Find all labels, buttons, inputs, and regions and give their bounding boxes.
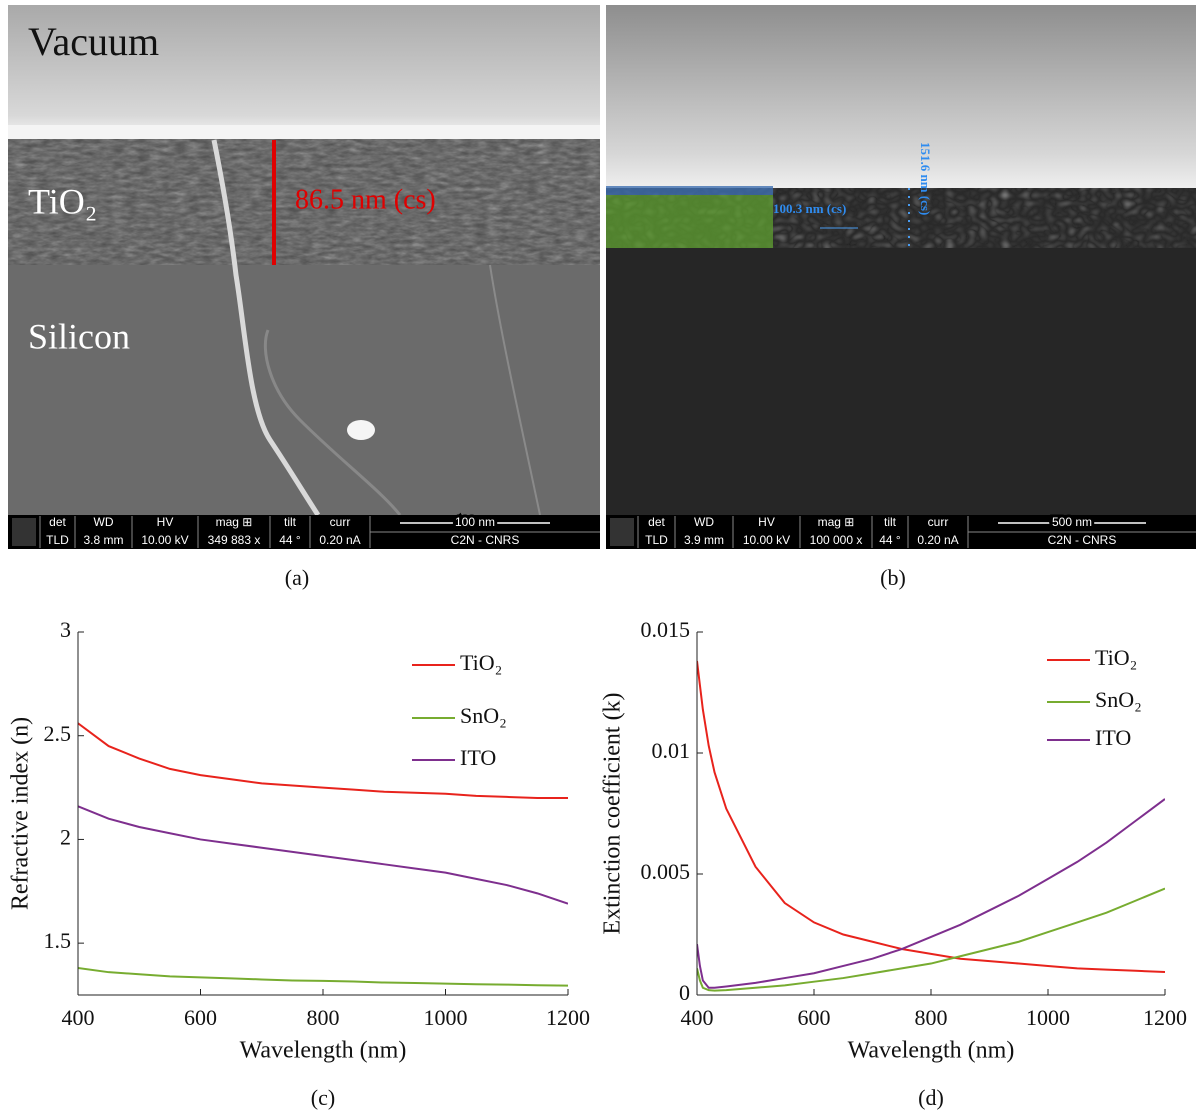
- info-header: HV: [758, 515, 775, 529]
- info-value: 10.00 kV: [743, 533, 790, 547]
- info-bars: det TLD WD 3.8 mm HV 10.00 kV mag ⊞ 349 883 x ti…: [8, 512, 1196, 549]
- data-line: [697, 887, 1165, 992]
- y-tick-label: 3: [60, 617, 71, 642]
- info-value: 0.20 nA: [319, 533, 360, 547]
- image-label: 151.6 nm (cs): [918, 142, 933, 215]
- x-tick-label: 800: [307, 1005, 340, 1030]
- panel-caption: (c): [311, 1085, 335, 1110]
- info-value: 3.9 mm: [684, 533, 724, 547]
- info-header: HV: [157, 515, 174, 529]
- data-line: [78, 967, 568, 987]
- image-label: TiO₂: [28, 181, 97, 221]
- info-value: 10.00 kV: [141, 533, 188, 547]
- credit: C2N - CNRS: [451, 533, 520, 547]
- x-axis-label: Wavelength (nm): [848, 1038, 1015, 1064]
- info-header: mag ⊞: [818, 515, 855, 529]
- x-tick-label: 1000: [1026, 1005, 1070, 1030]
- logo: [610, 518, 634, 546]
- x-tick-label: 400: [62, 1005, 95, 1030]
- panel-caption: (b): [880, 565, 906, 590]
- y-tick-label: 0: [679, 980, 690, 1005]
- legend-label: SnO₂: [460, 703, 507, 728]
- info-value: 349 883 x: [208, 533, 261, 547]
- x-tick-label: 1200: [546, 1005, 590, 1030]
- sem-image-a: [8, 5, 600, 517]
- x-tick-label: 400: [681, 1005, 714, 1030]
- info-value: 3.8 mm: [83, 533, 123, 547]
- y-tick-label: 0.005: [641, 859, 691, 884]
- image-label: Silicon: [28, 316, 130, 356]
- scale-label: 100 nm: [455, 515, 495, 529]
- y-tick-label: 2.5: [44, 721, 72, 746]
- info-header: mag ⊞: [216, 515, 253, 529]
- data-line: [697, 660, 1165, 974]
- y-tick-label: 1.5: [44, 928, 72, 953]
- info-value: 44 °: [879, 533, 901, 547]
- info-value: 100 000 x: [810, 533, 863, 547]
- y-axis-label: Refractive index (n): [8, 717, 34, 910]
- logo: [12, 518, 36, 546]
- image-label: 86.5 nm (cs): [295, 184, 436, 215]
- info-value: TLD: [46, 533, 69, 547]
- info-header: tilt: [284, 515, 297, 529]
- panel-caption: (d): [918, 1085, 944, 1110]
- data-line: [697, 798, 1165, 989]
- x-tick-label: 800: [915, 1005, 948, 1030]
- image-label: Vacuum: [28, 19, 159, 64]
- image-label: 100.3 nm (cs): [773, 201, 846, 216]
- data-line: [78, 722, 568, 799]
- info-value: 44 °: [279, 533, 301, 547]
- info-header: WD: [94, 515, 114, 529]
- sem-image-b: [606, 5, 1196, 515]
- y-tick-label: 0.01: [652, 738, 691, 763]
- x-tick-label: 600: [798, 1005, 831, 1030]
- y-axis-label: Extinction coefficient (k): [600, 692, 626, 934]
- x-tick-label: 1200: [1143, 1005, 1187, 1030]
- y-tick-label: 2: [60, 824, 71, 849]
- x-tick-label: 1000: [424, 1005, 468, 1030]
- x-axis-label: Wavelength (nm): [240, 1038, 407, 1064]
- legend-label: TiO₂: [460, 650, 502, 675]
- scale-label: 500 nm: [1052, 515, 1092, 529]
- info-value: 0.20 nA: [917, 533, 958, 547]
- legend-label: ITO: [1095, 725, 1131, 750]
- info-header: WD: [694, 515, 714, 529]
- info-header: det: [648, 515, 665, 529]
- info-header: curr: [330, 515, 351, 529]
- legend-label: TiO₂: [1095, 645, 1137, 670]
- x-tick-label: 600: [184, 1005, 217, 1030]
- info-value: TLD: [645, 533, 668, 547]
- info-header: curr: [928, 515, 949, 529]
- data-line: [78, 805, 568, 905]
- panel-caption: (a): [285, 565, 309, 590]
- y-tick-label: 0.015: [641, 617, 691, 642]
- credit: C2N - CNRS: [1048, 533, 1117, 547]
- info-header: tilt: [884, 515, 897, 529]
- info-header: det: [49, 515, 66, 529]
- legend-label: ITO: [460, 745, 496, 770]
- legend-label: SnO₂: [1095, 687, 1142, 712]
